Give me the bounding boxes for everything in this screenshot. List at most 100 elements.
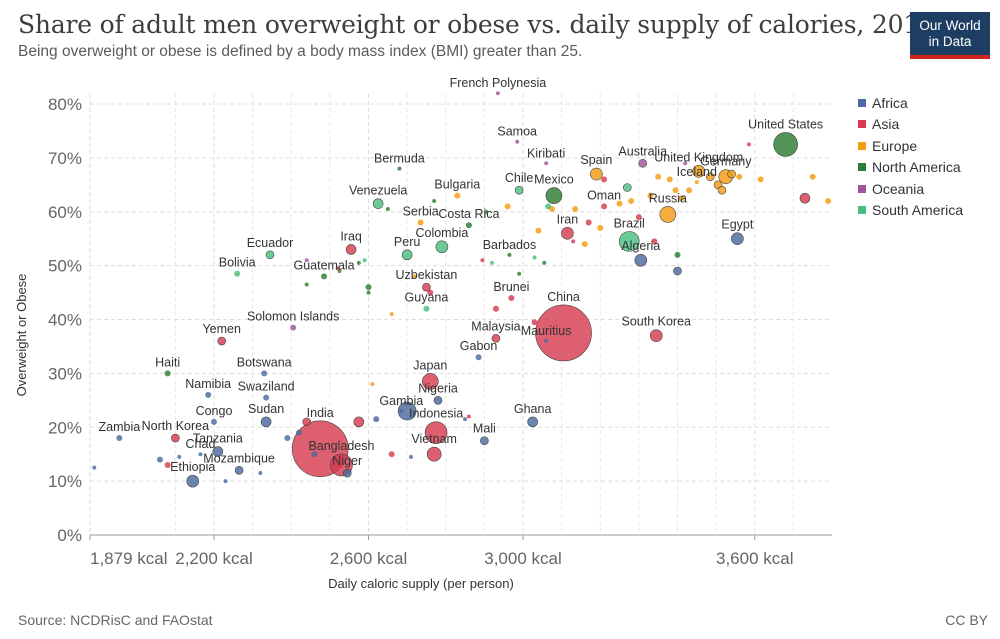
point-label: Ghana <box>514 402 552 416</box>
point-label: Tanzania <box>193 431 243 445</box>
data-point <box>561 227 574 240</box>
data-point <box>601 176 608 183</box>
data-point <box>571 239 576 244</box>
point-labels: French Polynesia Samoa Kiribati Bermuda Spai… <box>99 76 824 474</box>
scatter-plot: 0% 10% 20% 30% 40% 50% 60% 70% 80% 1,879 kcal 2,2… <box>14 76 832 591</box>
data-point <box>475 354 482 361</box>
legend-label: Europe <box>872 137 918 154</box>
data-point <box>186 474 200 488</box>
point-label: Iraq <box>340 229 362 243</box>
point-label: Gabon <box>460 339 498 353</box>
legend-item[interactable]: Oceania <box>858 178 963 200</box>
point-label: Guatemala <box>293 258 354 272</box>
legend-swatch <box>858 163 866 172</box>
source-note: Source: NCDRisC and FAOstat <box>18 612 213 628</box>
data-point <box>366 290 371 295</box>
point-label: Brazil <box>614 216 645 230</box>
license-link[interactable]: CC BY <box>945 612 988 628</box>
data-point <box>490 260 495 265</box>
data-point <box>424 421 448 444</box>
point-label: Mozambique <box>203 451 275 465</box>
data-point <box>686 187 693 194</box>
data-point <box>263 394 270 401</box>
point-label: Ecuador <box>247 236 294 250</box>
data-point <box>372 198 384 209</box>
data-point <box>454 192 461 199</box>
y-tick-label: 70% <box>48 149 82 168</box>
legend-swatch <box>858 141 866 150</box>
legend: Africa Asia Europe North America Oceania Sout… <box>858 92 963 221</box>
point-label: Bangladesh <box>308 439 374 453</box>
data-point <box>177 454 182 459</box>
data-point <box>601 203 608 210</box>
data-point <box>618 231 640 252</box>
data-point <box>672 187 679 194</box>
point-label: Vietnam <box>411 432 457 446</box>
x-tick-label: 2,600 kcal <box>330 549 408 568</box>
x-tick-label: 1,879 kcal <box>90 549 168 568</box>
data-point <box>284 435 291 442</box>
point-label: Namibia <box>185 377 231 391</box>
data-point <box>171 433 180 443</box>
data-point <box>666 176 673 183</box>
data-point <box>545 203 552 210</box>
point-label: Mexico <box>534 173 574 187</box>
point-label: Serbia <box>403 205 439 219</box>
data-point <box>484 209 489 214</box>
data-point <box>683 161 688 166</box>
point-label: Yemen <box>202 322 241 336</box>
data-point <box>116 435 123 442</box>
data-point <box>385 207 390 212</box>
data-points <box>92 91 832 488</box>
data-point <box>156 456 163 463</box>
data-point <box>706 172 715 182</box>
data-point <box>674 251 681 258</box>
legend-label: Africa <box>872 94 908 111</box>
data-point <box>92 465 97 470</box>
logo-line-2: in Data <box>928 34 972 49</box>
data-point <box>432 198 437 203</box>
data-point <box>638 158 648 168</box>
data-point <box>408 454 413 459</box>
data-point <box>544 339 549 344</box>
data-point <box>417 219 424 226</box>
data-point <box>342 468 352 478</box>
point-label: Peru <box>394 235 420 249</box>
legend-item[interactable]: South America <box>858 200 963 222</box>
data-point <box>198 452 203 457</box>
data-point <box>362 258 367 263</box>
data-point <box>514 185 524 195</box>
data-point <box>397 166 402 171</box>
point-label: Ethiopia <box>170 460 215 474</box>
legend-item[interactable]: Asia <box>858 114 963 136</box>
point-label: Costa Rica <box>438 207 499 221</box>
data-point <box>421 373 439 390</box>
legend-item[interactable]: North America <box>858 157 963 179</box>
data-point <box>311 451 318 458</box>
data-point <box>535 304 592 362</box>
data-point <box>302 417 311 427</box>
point-label: Iceland <box>677 165 717 179</box>
point-label: Australia <box>618 144 667 158</box>
data-point <box>515 139 520 144</box>
point-label: Zambia <box>99 420 141 434</box>
data-point <box>757 176 764 183</box>
data-point <box>622 183 632 192</box>
x-axis-label: Daily caloric supply (per person) <box>328 576 514 591</box>
point-label: Oman <box>587 188 621 202</box>
point-label: North Korea <box>142 419 209 433</box>
point-label: Mauritius <box>521 324 572 338</box>
data-point <box>295 429 302 436</box>
data-point <box>517 271 522 276</box>
point-label: Algeria <box>621 239 660 253</box>
point-label: French Polynesia <box>450 76 547 90</box>
legend-label: North America <box>872 159 961 176</box>
legend-item[interactable]: Europe <box>858 135 963 157</box>
data-point <box>210 418 217 425</box>
point-label: India <box>307 406 334 420</box>
point-label: Iran <box>557 212 579 226</box>
owid-logo[interactable]: Our World in Data <box>910 12 990 59</box>
legend-item[interactable]: Africa <box>858 92 963 114</box>
point-label: Japan <box>413 358 447 372</box>
data-point <box>655 173 662 180</box>
